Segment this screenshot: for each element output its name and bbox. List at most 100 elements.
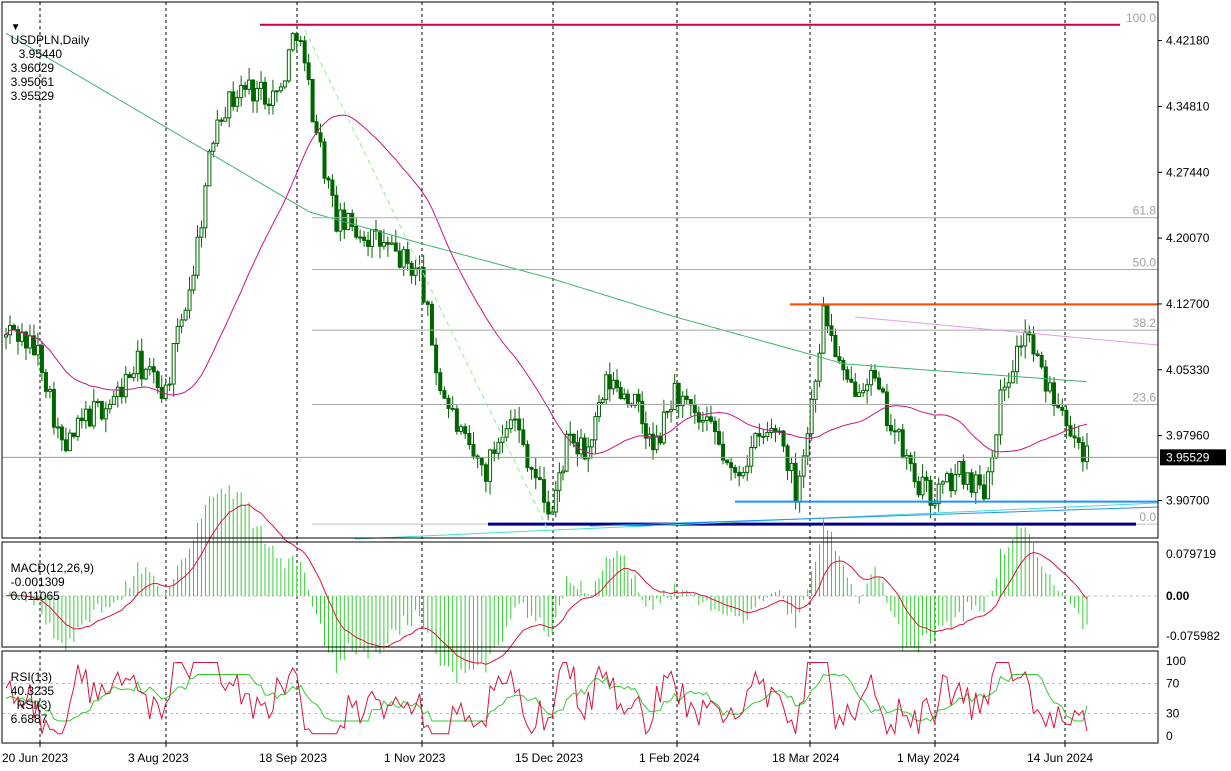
symbol-label: USDPLN,Daily <box>10 33 90 47</box>
candle-body <box>916 481 921 496</box>
candle-body <box>147 366 152 370</box>
candle-body <box>350 212 355 227</box>
time-tick-label: 1 Feb 2024 <box>639 751 700 765</box>
price-panel-border <box>1 1 1159 539</box>
candle-body <box>171 343 176 385</box>
macd-signal-line <box>5 504 1088 665</box>
candle-body <box>179 319 184 327</box>
candle-body <box>87 408 92 427</box>
candle-body <box>765 431 770 437</box>
candle-body <box>669 409 674 412</box>
candle-body <box>223 117 228 122</box>
collapse-triangle-icon[interactable]: ▼ <box>10 22 21 33</box>
candle-body <box>215 119 220 144</box>
candle-body <box>729 462 734 469</box>
candle-body <box>676 382 681 407</box>
candle-body <box>421 267 426 303</box>
candle-body <box>247 79 252 90</box>
candle-body <box>127 374 132 379</box>
candle-body <box>805 433 810 457</box>
rsi-tick-label: 70 <box>1166 677 1180 691</box>
moving-average-short <box>5 114 1088 455</box>
candle-body <box>696 412 701 423</box>
candle-body <box>845 369 850 380</box>
candle-body <box>310 78 315 123</box>
candle-body <box>571 433 576 444</box>
candle-body <box>397 250 402 268</box>
candle-body <box>908 455 913 465</box>
candle-body <box>79 417 84 422</box>
candle-body <box>35 345 40 356</box>
candle-body <box>643 423 648 439</box>
rsi-tick-label: 100 <box>1166 654 1186 668</box>
candle-body <box>191 274 196 291</box>
candle-body <box>47 388 52 392</box>
candle-body <box>892 430 897 433</box>
candle-body <box>944 473 949 483</box>
candle-body <box>454 408 459 432</box>
candle-body <box>994 434 999 459</box>
candle-body <box>564 433 569 472</box>
price-tick-label: 4.34810 <box>1166 99 1210 113</box>
candle-body <box>953 473 958 492</box>
price-header: ▼ USDPLN,Daily 3.95440 3.96029 3.95061 3… <box>4 5 90 103</box>
candle-body <box>1019 345 1024 348</box>
candle-body <box>785 445 790 471</box>
candle-body <box>442 390 447 399</box>
candle-body <box>733 467 738 473</box>
ohlc-high: 3.96029 <box>10 61 55 75</box>
candle-body <box>51 388 56 428</box>
rsi3-value: 6.6887 <box>10 712 48 726</box>
candle-body <box>525 444 530 468</box>
candle-body <box>1031 334 1036 355</box>
candle-body <box>143 368 148 380</box>
candle-body <box>940 481 945 485</box>
candle-body <box>326 177 331 181</box>
candle-body <box>187 289 192 311</box>
candle-body <box>982 484 987 500</box>
fib-level-label: 23.6 <box>1133 390 1157 404</box>
rsi13-value: 40.3235 <box>10 684 55 698</box>
candle-body <box>857 392 862 397</box>
candle-body <box>636 393 641 402</box>
fib-level-label: 61.8 <box>1133 204 1157 218</box>
candle-body <box>251 79 256 102</box>
candle-body <box>203 185 208 229</box>
candle-body <box>19 331 24 342</box>
candle-body <box>450 407 455 410</box>
candle-body <box>557 472 562 491</box>
candle-body <box>550 511 555 515</box>
candle-body <box>672 382 677 411</box>
candle-body <box>211 142 216 152</box>
candle-body <box>1052 382 1057 406</box>
candle-body <box>370 229 375 247</box>
price-tick-label: 4.20070 <box>1166 231 1210 245</box>
candle-body <box>1047 382 1052 392</box>
candle-body <box>597 402 602 418</box>
candle-body <box>1002 386 1007 391</box>
candle-body <box>625 393 630 405</box>
macd-tick-label: -0.075982 <box>1166 629 1220 643</box>
macd-histogram <box>9 485 1088 683</box>
candle-body <box>135 350 140 375</box>
candle-body <box>789 462 794 471</box>
candle-body <box>405 249 410 264</box>
candle-body <box>521 429 526 446</box>
candle-body <box>259 81 264 89</box>
candle-body <box>1039 354 1044 368</box>
candle-body <box>286 49 291 82</box>
candle-body <box>471 444 476 457</box>
rsi3-label: RSI(3) <box>16 698 52 712</box>
candle-body <box>91 401 96 427</box>
candle-body <box>207 150 212 187</box>
candle-body <box>488 449 493 482</box>
candle-body <box>243 84 248 90</box>
candle-body <box>318 132 323 143</box>
candle-body <box>741 472 746 477</box>
macd-panel-border <box>1 541 1159 648</box>
candle-body <box>55 426 60 429</box>
candle-body <box>83 408 88 422</box>
candle-body <box>1080 442 1085 462</box>
candle-body <box>912 463 917 483</box>
candle-body <box>684 395 689 400</box>
